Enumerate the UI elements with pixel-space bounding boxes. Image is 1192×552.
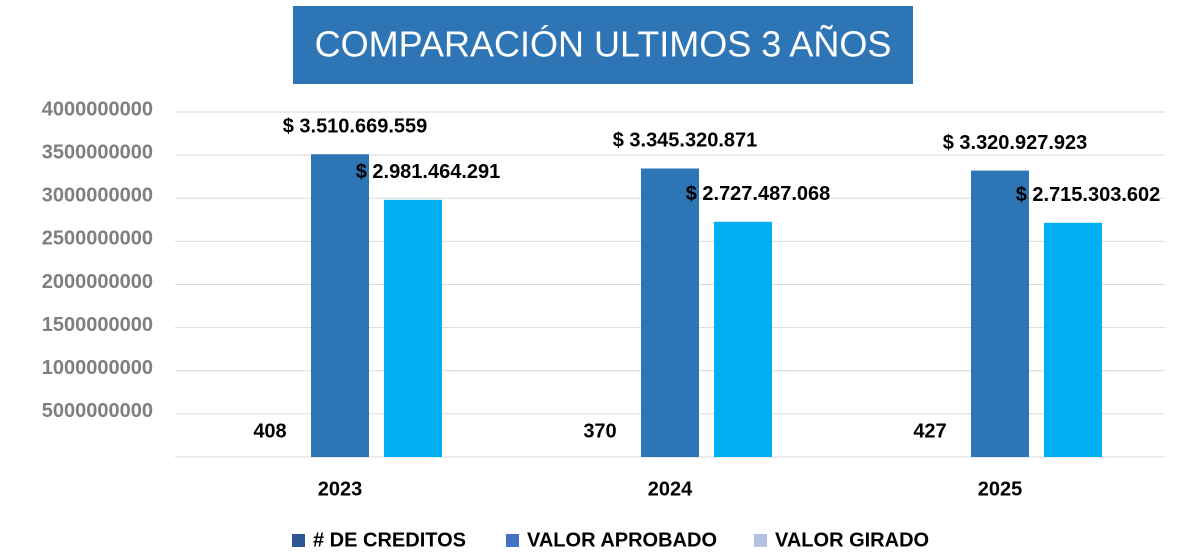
legend-swatch — [292, 534, 305, 547]
bar — [311, 154, 369, 457]
data-label: 370 — [583, 420, 616, 442]
data-label: $ 3.345.320.871 — [613, 130, 758, 152]
legend-label: # DE CREDITOS — [313, 529, 466, 551]
x-tick-label: 2024 — [648, 478, 693, 500]
bar — [971, 170, 1029, 458]
title-box — [293, 6, 913, 84]
data-label: $ 3.320.927.923 — [943, 132, 1088, 154]
data-label: $ 2.981.464.291 — [356, 161, 501, 183]
legend-label: VALOR APROBADO — [527, 529, 717, 551]
data-label: $ 2.727.487.068 — [686, 183, 831, 205]
y-tick-label: 2500000000 — [42, 228, 153, 250]
legend-swatch — [754, 534, 767, 547]
y-tick-label: 1000000000 — [42, 357, 153, 379]
y-tick-label: 3500000000 — [42, 141, 153, 163]
data-label: $ 3.510.669.559 — [283, 115, 428, 137]
bar — [714, 221, 772, 457]
legend-label: VALOR GIRADO — [775, 529, 929, 551]
x-tick-label: 2023 — [318, 478, 363, 500]
chart-title: COMPARACIÓN ULTIMOS 3 AÑOS — [315, 24, 892, 65]
legend-swatch — [506, 534, 519, 547]
y-tick-label: 1500000000 — [42, 314, 153, 336]
y-tick-label: 4000000000 — [42, 98, 153, 120]
bar — [641, 168, 699, 458]
bar — [1044, 222, 1102, 457]
data-label: $ 2.715.303.602 — [1016, 184, 1161, 206]
data-label: 427 — [913, 420, 946, 442]
y-tick-label: 5000000000 — [42, 400, 153, 422]
y-tick-label: 3000000000 — [42, 185, 153, 207]
bar — [384, 199, 442, 458]
x-tick-label: 2025 — [978, 478, 1023, 500]
data-label: 408 — [253, 420, 286, 442]
y-tick-label: 2000000000 — [42, 271, 153, 293]
